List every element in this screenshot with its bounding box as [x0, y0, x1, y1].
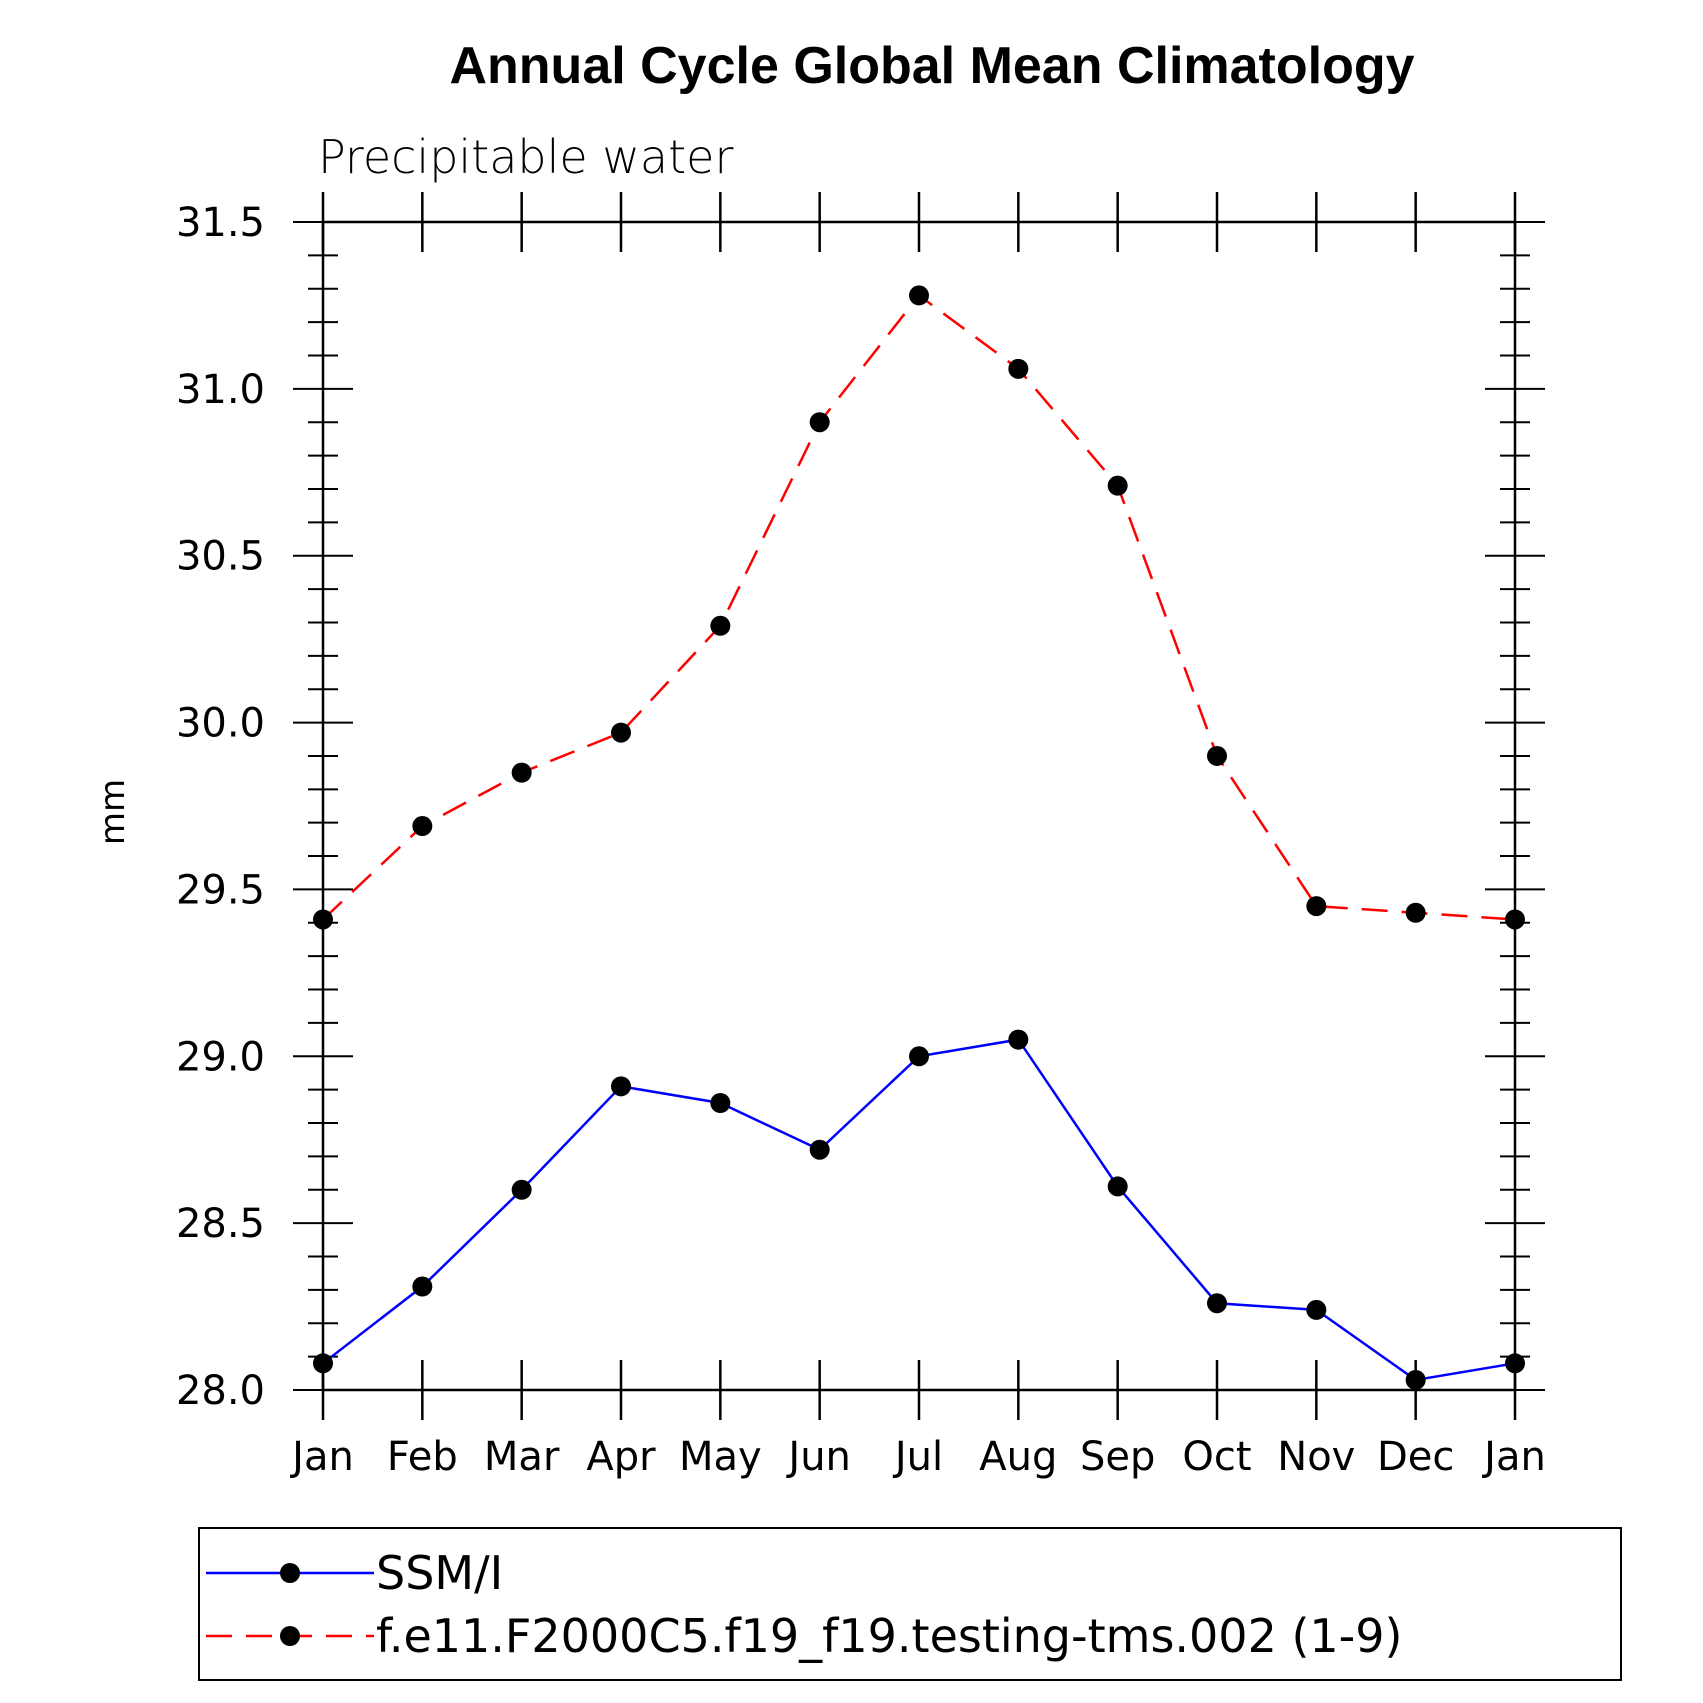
legend: SSM/I f.e11.F2000C5.f19_f19.testing-tms.0…: [198, 1527, 1622, 1681]
data-point: [710, 615, 731, 636]
x-tick-label: Jan: [289, 1434, 354, 1480]
chart-title: Annual Cycle Global Mean Climatology: [449, 37, 1414, 95]
y-tick-label: 31.5: [176, 200, 265, 246]
data-point: [909, 1046, 929, 1067]
data-point: [313, 1353, 333, 1374]
data-point: [710, 1093, 731, 1114]
y-tick-label: 29.0: [176, 1034, 265, 1080]
x-tick-label: Aug: [979, 1434, 1057, 1480]
data-point: [1405, 902, 1426, 923]
x-tick-label: Dec: [1377, 1434, 1454, 1480]
data-point: [809, 1139, 830, 1160]
data-point: [412, 1276, 433, 1297]
data-point: [1505, 909, 1525, 930]
x-tick-label: Sep: [1080, 1434, 1155, 1480]
legend-label: SSM/I: [376, 1546, 503, 1600]
data-point: [611, 1076, 631, 1097]
data-point: [1306, 896, 1327, 917]
data-point: [412, 816, 433, 837]
y-tick-label: 29.5: [176, 867, 265, 913]
x-tick-label: Jul: [892, 1434, 943, 1480]
x-tick-label: Jan: [1481, 1434, 1546, 1480]
data-point: [1008, 358, 1029, 379]
plot-frame: [321, 220, 1517, 1392]
x-tick-label: Apr: [586, 1434, 656, 1480]
data-point: [1207, 745, 1227, 766]
data-point: [1405, 1369, 1426, 1390]
data-point: [1306, 1299, 1327, 1320]
data-point: [1008, 1029, 1029, 1050]
y-tick-label: 31.0: [176, 367, 265, 413]
y-tick-label: 28.0: [176, 1368, 265, 1414]
x-tick-label: Nov: [1277, 1434, 1355, 1480]
x-tick-label: Jun: [785, 1434, 851, 1480]
data-point: [511, 762, 532, 783]
x-tick-label: May: [679, 1434, 762, 1480]
legend-label: f.e11.F2000C5.f19_f19.testing-tms.002 (1…: [376, 1609, 1403, 1663]
data-point: [511, 1179, 532, 1200]
x-tick-label: Oct: [1182, 1434, 1251, 1480]
x-tick-label: Mar: [484, 1434, 560, 1480]
data-point: [313, 909, 333, 930]
series-1: [313, 1029, 1525, 1390]
data-point: [1505, 1353, 1525, 1374]
y-tick-label: 30.5: [176, 534, 265, 580]
plot-series: [313, 285, 1525, 1390]
data-point: [809, 412, 830, 433]
series-line: [322, 293, 1516, 921]
legend-marker: [280, 1563, 300, 1583]
data-point: [1107, 1176, 1128, 1197]
data-point: [909, 285, 929, 306]
y-tick-label: 28.5: [176, 1201, 265, 1247]
axes: Jan Feb Mar Apr May Jun Jul Aug Sep Oct Nov Dec Jan 2…: [176, 192, 1546, 1480]
y-tick-label: 30.0: [176, 701, 265, 747]
data-point: [1107, 475, 1128, 496]
series-line: [322, 1038, 1516, 1382]
series-2: [313, 285, 1525, 930]
data-point: [611, 722, 631, 743]
data-point: [1207, 1293, 1227, 1314]
x-tick-label: Feb: [387, 1434, 458, 1480]
legend-box: [198, 1527, 1622, 1681]
legend-marker: [280, 1626, 300, 1646]
y-axis-label: mm: [93, 779, 133, 845]
chart-subtitle: Precipitable water: [318, 130, 733, 184]
